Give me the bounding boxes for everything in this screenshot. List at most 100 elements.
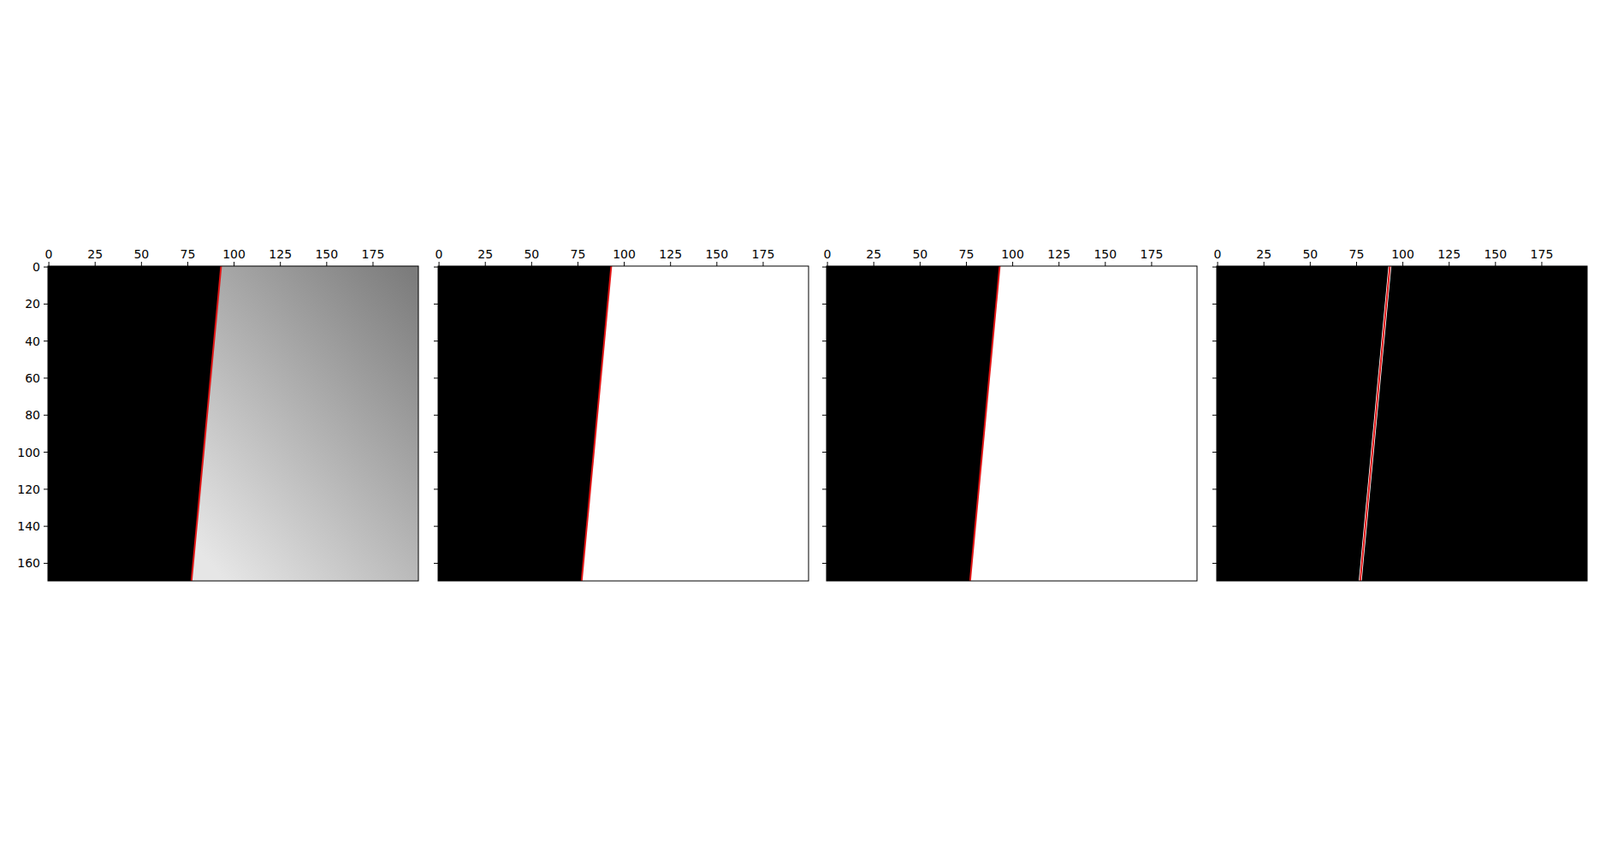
- x-tick: [1217, 261, 1219, 267]
- x-tick-label: 175: [752, 247, 776, 261]
- frame: [1216, 266, 1588, 581]
- plot-area: [1216, 266, 1588, 581]
- x-tick: [965, 261, 967, 267]
- x-tick-label: 100: [612, 247, 636, 261]
- panel: 0255075100125150175020406080100120140160: [17, 247, 419, 581]
- y-tick: [43, 340, 48, 342]
- y-tick: [1212, 451, 1217, 453]
- x-tick-label: 25: [1256, 247, 1272, 261]
- x-tick: [762, 261, 764, 267]
- x-tick: [48, 261, 50, 267]
- y-tick: [822, 562, 827, 564]
- y-tick-label: 120: [17, 482, 41, 497]
- y-tick-label: 20: [24, 296, 41, 311]
- x-tick-label: 75: [570, 247, 587, 261]
- x-tick-label: 25: [865, 247, 882, 261]
- y-tick: [43, 488, 48, 490]
- x-tick-label: 75: [180, 247, 196, 261]
- x-tick-label: 0: [1214, 247, 1222, 261]
- x-tick: [1402, 261, 1404, 267]
- y-tick: [433, 562, 439, 564]
- x-tick: [623, 261, 625, 267]
- x-tick-label: 0: [45, 247, 54, 261]
- y-tick: [822, 451, 827, 453]
- y-tick: [433, 340, 439, 342]
- y-tick: [1212, 526, 1217, 528]
- plot-area: [438, 266, 809, 581]
- y-tick: [433, 526, 439, 528]
- x-tick-label: 125: [1437, 247, 1461, 261]
- x-tick-label: 75: [1349, 247, 1365, 261]
- x-tick: [1263, 261, 1265, 267]
- x-tick-label: 150: [1483, 247, 1507, 261]
- y-tick: [1212, 340, 1217, 342]
- y-tick-label: 40: [24, 334, 41, 349]
- y-tick: [822, 266, 827, 268]
- panel: 0 25 50 75 100 125 150 175: [1212, 247, 1588, 581]
- x-tick: [1494, 261, 1496, 267]
- x-tick-label: 100: [1391, 247, 1415, 261]
- x-tick-label: 100: [1001, 247, 1025, 261]
- x-tick-label: 150: [705, 247, 729, 261]
- y-tick-label: 100: [17, 445, 41, 460]
- y-tick: [43, 303, 48, 305]
- edge-line: [1360, 266, 1391, 581]
- image-region: [47, 266, 221, 581]
- x-tick: [669, 261, 671, 267]
- frame: [47, 266, 419, 581]
- y-tick: [433, 377, 439, 379]
- plot-area: [47, 266, 419, 581]
- x-tick-label: 50: [523, 247, 540, 261]
- x-tick-label: 175: [1530, 247, 1554, 261]
- x-tick-label: 125: [268, 247, 292, 261]
- x-tick-label: 50: [133, 247, 149, 261]
- x-tick-label: 50: [1302, 247, 1318, 261]
- x-tick-label: 175: [361, 247, 386, 261]
- x-tick: [485, 261, 486, 267]
- y-tick: [1212, 562, 1217, 564]
- x-tick-label: 25: [87, 247, 103, 261]
- y-tick: [822, 303, 827, 305]
- y-tick: [822, 340, 827, 342]
- plot-area: [826, 266, 1198, 581]
- x-tick-label: 100: [222, 247, 246, 261]
- x-tick: [1540, 261, 1542, 267]
- y-tick: [1212, 266, 1217, 268]
- y-tick: [1212, 377, 1217, 379]
- x-tick: [325, 261, 327, 267]
- y-tick: [43, 451, 48, 453]
- y-tick-label: 60: [24, 371, 41, 386]
- x-tick: [1309, 261, 1311, 267]
- x-tick-label: 150: [1093, 247, 1117, 261]
- x-tick-label: 50: [912, 247, 928, 261]
- x-tick: [1058, 261, 1060, 267]
- y-tick: [822, 526, 827, 528]
- y-tick: [822, 488, 827, 490]
- y-tick: [433, 266, 439, 268]
- x-tick-label: 25: [477, 247, 493, 261]
- x-tick: [1150, 261, 1152, 267]
- y-tick: [1212, 488, 1217, 490]
- y-tick: [43, 414, 48, 416]
- y-tick: [43, 526, 48, 528]
- x-tick: [1104, 261, 1106, 267]
- y-tick: [43, 562, 48, 564]
- frame: [826, 266, 1198, 581]
- image-region: [1216, 266, 1588, 581]
- y-tick: [433, 303, 439, 305]
- y-tick: [1212, 414, 1217, 416]
- x-tick-label: 125: [1047, 247, 1071, 261]
- edge-line: [1360, 266, 1391, 581]
- y-tick-label: 140: [17, 519, 41, 534]
- x-tick-label: 75: [959, 247, 975, 261]
- x-tick: [577, 261, 579, 267]
- figure: 0255075100125150175020406080100120140160…: [0, 0, 1600, 847]
- edge-line: [191, 266, 222, 581]
- y-tick: [1212, 303, 1217, 305]
- y-tick: [433, 488, 439, 490]
- y-tick: [822, 414, 827, 416]
- x-tick: [919, 261, 921, 267]
- x-tick: [372, 261, 374, 267]
- y-tick: [433, 414, 439, 416]
- y-tick: [43, 266, 48, 268]
